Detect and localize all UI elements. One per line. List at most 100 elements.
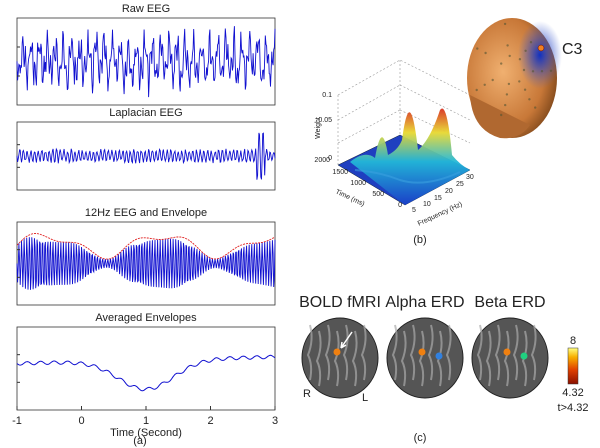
electrode [518, 80, 521, 83]
arrow [340, 331, 353, 349]
sulcus [485, 330, 492, 387]
signal [16, 26, 276, 98]
envelope [16, 233, 276, 260]
electrode [500, 62, 503, 65]
panel-title: Beta ERD [474, 294, 545, 311]
panel-c: BOLD fMRI Alpha ERD Beta ERD R L 8 4.32 … [299, 294, 588, 444]
surface-ridge [354, 169, 461, 184]
plot-frame [16, 17, 276, 106]
plot-title: Averaged Envelopes [95, 312, 197, 324]
sulcus [342, 324, 349, 381]
colorbar-min: 4.32 [562, 387, 583, 399]
brain [471, 317, 549, 399]
sulcus [351, 330, 358, 387]
electrode [506, 44, 509, 47]
head-model [467, 18, 562, 139]
sulcus [476, 324, 483, 381]
sulcus [315, 330, 322, 387]
plot-title: Laplacian EEG [109, 107, 182, 119]
caption: (b) [413, 234, 426, 246]
x-tick-label: 3 [272, 415, 278, 427]
side-label: L [362, 392, 368, 404]
y-tick-label: 2000 [314, 157, 330, 164]
sulcus [427, 324, 434, 381]
sulcus [409, 324, 416, 381]
x-tick-label: 25 [456, 181, 464, 188]
activation [418, 348, 426, 356]
electrode [491, 78, 494, 82]
plot-frame [16, 326, 276, 411]
x-tick-label: 15 [434, 195, 442, 202]
x-tick-label: 5 [412, 207, 416, 214]
electrode [503, 22, 507, 26]
sulcus [360, 324, 367, 381]
brain [301, 317, 379, 399]
x-tick-label: 20 [445, 188, 453, 195]
sulcus [391, 324, 398, 381]
caption: (a) [133, 435, 146, 447]
panel-a: Raw EEG Laplacian EEG 12Hz EEG and Envelop… [12, 3, 278, 447]
panel-b: 0.1 0.05 0 Weight 2000 1500 1000 500 0 T… [314, 18, 583, 246]
sulcus [530, 324, 537, 381]
signal [16, 237, 276, 290]
z-axis-label: Weight [315, 117, 322, 139]
signal [16, 132, 276, 180]
brain [386, 317, 464, 399]
electrode [518, 58, 522, 61]
y-axis-label: Time (ms) [334, 189, 365, 209]
z-tick-label: 0.1 [322, 92, 332, 99]
caption: (c) [414, 432, 427, 444]
sulcus [333, 330, 340, 387]
sulcus [494, 324, 501, 381]
sulcus [445, 324, 452, 381]
x-tick-label: 2 [207, 415, 213, 427]
electrode [540, 70, 544, 73]
electrode [523, 88, 527, 91]
side-label: R [303, 388, 311, 400]
sulcus [418, 330, 425, 387]
x-tick-label: 0 [78, 415, 84, 427]
electrode [529, 41, 533, 44]
activation [333, 348, 341, 356]
signal [16, 354, 276, 392]
surface [350, 108, 470, 205]
sulcus [400, 330, 407, 387]
activation [520, 352, 528, 360]
electrode [534, 106, 537, 109]
panel-title: Alpha ERD [385, 294, 464, 311]
plot-title: 12Hz EEG and Envelope [85, 207, 207, 219]
threshold-label: t>4.32 [558, 402, 589, 414]
z-tick-label: 0 [328, 155, 332, 162]
sulcus [436, 330, 443, 387]
sulcus [512, 324, 519, 381]
electrode [531, 70, 535, 73]
electrode [522, 68, 526, 72]
electrode [505, 93, 509, 96]
x-tick-label: 1 [143, 415, 149, 427]
z-tick-label: 0.05 [318, 117, 332, 124]
electrode-label: C3 [562, 41, 583, 58]
electrode [507, 82, 511, 86]
sulcus [521, 330, 528, 387]
x-tick-label: 10 [423, 201, 431, 208]
sulcus [503, 330, 510, 387]
electrode [549, 69, 553, 73]
electrode [500, 113, 503, 117]
activation [503, 348, 511, 356]
plot-title: Raw EEG [122, 3, 170, 15]
y-tick-label: 500 [372, 191, 384, 198]
electrode [483, 83, 486, 87]
y-tick-label: 1500 [332, 169, 348, 176]
electrode [504, 103, 507, 107]
x-tick-label: -1 [12, 415, 22, 427]
activation [435, 352, 443, 360]
electrode [524, 49, 527, 52]
electrode [475, 88, 478, 92]
x-axis-label: Time (Second) [110, 427, 182, 439]
electrode [476, 47, 479, 50]
y-tick-label: 0 [398, 202, 402, 209]
electrode [508, 54, 511, 58]
panel-title: BOLD fMRI [299, 294, 381, 311]
electrode [528, 98, 531, 101]
